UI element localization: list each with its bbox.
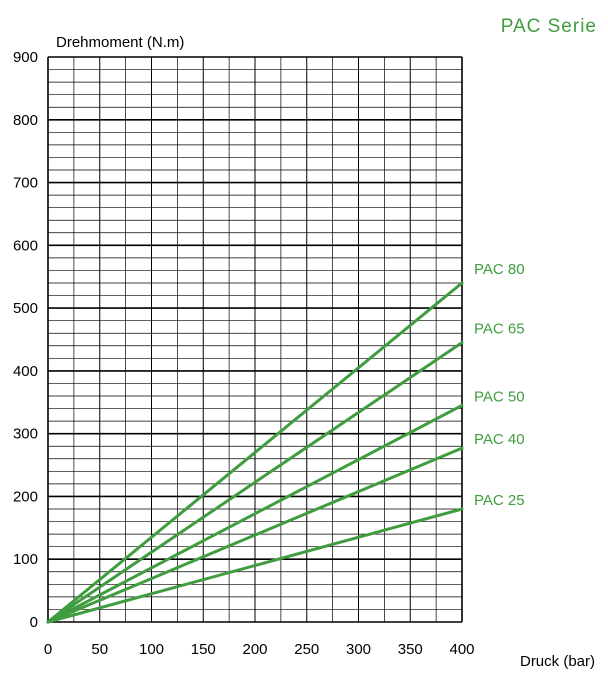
y-tick-label: 200 [13,488,38,505]
x-tick-label: 0 [44,641,52,658]
y-tick-label: 900 [13,49,38,66]
x-tick-label: 300 [346,641,371,658]
x-axis-label: Druck (bar) [520,653,595,670]
series-label-pac-50: PAC 50 [474,388,525,405]
chart-title: PAC Serie [501,16,597,37]
series-label-pac-25: PAC 25 [474,492,525,509]
x-tick-label: 100 [139,641,164,658]
y-tick-label: 300 [13,426,38,443]
y-tick-label: 400 [13,363,38,380]
series-line-pac-65 [46,341,464,624]
series-lines [46,281,464,624]
y-tick-label: 0 [30,614,38,631]
y-axis-label: Drehmoment (N.m) [56,34,184,51]
x-tick-label: 200 [242,641,267,658]
x-tick-label: 400 [449,641,474,658]
y-tick-label: 600 [13,237,38,254]
x-tick-label: 150 [191,641,216,658]
y-tick-label: 800 [13,112,38,129]
x-tick-label: 350 [398,641,423,658]
series-line-pac-50 [46,403,464,624]
y-tick-labels: 0 100 200 300 400 500 600 700 800 900 [13,49,38,631]
series-line-pac-40 [46,446,464,624]
series-line-pac-25 [46,507,464,624]
y-tick-label: 500 [13,300,38,317]
y-tick-label: 100 [13,551,38,568]
series-label-pac-65: PAC 65 [474,321,525,338]
series-label-pac-40: PAC 40 [474,431,525,448]
grid-major [47,56,463,623]
series-labels: PAC 80 PAC 65 PAC 50 PAC 40 PAC 25 [474,261,525,509]
y-tick-label: 700 [13,175,38,192]
x-tick-label: 50 [91,641,108,658]
x-tick-label: 250 [294,641,319,658]
series-line-pac-80 [46,281,464,624]
series-label-pac-80: PAC 80 [474,261,525,278]
x-tick-labels: 0 50 100 150 200 250 300 350 400 [44,641,475,658]
